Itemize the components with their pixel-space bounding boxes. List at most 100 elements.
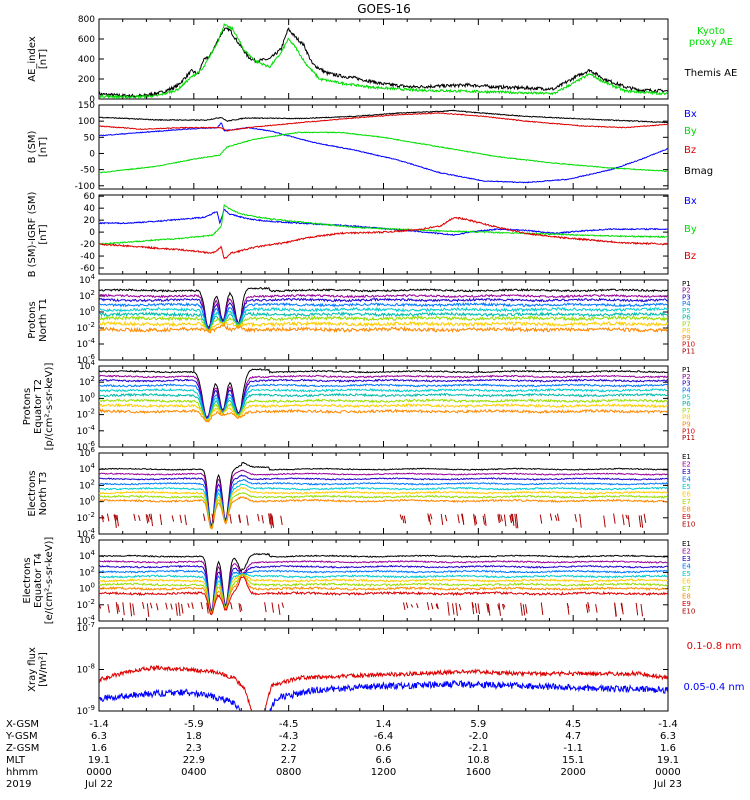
- legend-bz: Bz: [684, 145, 696, 156]
- channel-p3: [99, 297, 668, 331]
- series-bx: [99, 122, 668, 184]
- legend-e8: E8: [682, 506, 691, 514]
- spike: [106, 513, 110, 522]
- legend-p7: P7: [682, 320, 691, 328]
- spike: [510, 513, 514, 522]
- spike: [178, 602, 181, 617]
- xaxis-value: 1.4: [376, 719, 392, 730]
- xaxis-value: 2000: [560, 767, 585, 778]
- panel-frame: [98, 194, 669, 275]
- spike: [525, 604, 528, 614]
- xaxis-value: -2.1: [469, 743, 489, 754]
- y-tick-label: 40: [84, 204, 96, 214]
- spike: [539, 514, 543, 524]
- spike: [269, 513, 272, 529]
- spike: [640, 515, 644, 528]
- spike: [261, 514, 264, 524]
- spike: [238, 602, 241, 613]
- spike: [122, 602, 125, 616]
- y-tick-label: 104: [79, 273, 95, 286]
- y-axis-label: ElectronsEquator T4[e/(cm²-s-sr-keV)]: [22, 537, 55, 625]
- legend-p7: P7: [682, 407, 691, 415]
- legend-0-1-0-8-nm: 0.1-0.8 nm: [687, 641, 742, 652]
- spike: [238, 514, 242, 523]
- spike: [429, 513, 433, 520]
- spike: [625, 514, 628, 519]
- spike: [549, 513, 553, 521]
- spike: [426, 602, 430, 611]
- legend-e6: E6: [682, 491, 691, 499]
- channel-p6: [99, 392, 668, 422]
- spike: [129, 602, 133, 617]
- y-tick-label: 600: [78, 35, 95, 45]
- channel-e8: [99, 574, 668, 616]
- data-lines: [99, 552, 668, 617]
- spike: [280, 515, 283, 526]
- legend-p11: P11: [682, 347, 695, 355]
- legend-p8: P8: [682, 327, 691, 335]
- y-tick-label: 0: [89, 95, 95, 105]
- channel-e7: [99, 573, 668, 615]
- spike: [239, 604, 243, 611]
- spike: [155, 603, 159, 611]
- spike: [622, 514, 625, 526]
- spike: [603, 515, 606, 528]
- channel-p8: [99, 320, 668, 333]
- series-bmag: [99, 109, 668, 124]
- legend-p6: P6: [682, 400, 691, 408]
- channel-e2: [99, 559, 668, 612]
- spike: [115, 601, 119, 614]
- spike: [500, 514, 503, 522]
- xaxis-row-label: Z-GSM: [6, 743, 39, 754]
- y-tick-label: -20: [80, 240, 95, 250]
- spike: [640, 604, 644, 617]
- xaxis-value: 6.3: [91, 731, 107, 742]
- data-lines: [99, 368, 668, 423]
- channel-e1: [99, 461, 668, 526]
- spike: [175, 603, 178, 616]
- channel-e3: [99, 474, 668, 529]
- spike: [149, 602, 153, 609]
- xaxis-value: -2.0: [469, 731, 489, 742]
- spike: [444, 514, 448, 522]
- y-tick-label: -100: [75, 182, 96, 192]
- data-lines: [99, 204, 668, 260]
- spike: [428, 515, 432, 525]
- xaxis-value: 2.2: [281, 743, 297, 754]
- legend-p10: P10: [682, 427, 695, 435]
- channel-p2: [99, 374, 668, 419]
- xaxis-value: 0.6: [376, 743, 392, 754]
- spike: [482, 515, 486, 525]
- channel-p9: [99, 408, 668, 423]
- spike: [410, 604, 414, 608]
- spike: [277, 604, 281, 615]
- legend-bx: Bx: [684, 196, 697, 207]
- panel-frame: [98, 18, 669, 100]
- spike: [621, 602, 624, 615]
- legend-by: By: [684, 224, 697, 235]
- data-lines: [99, 109, 668, 184]
- legend-p8: P8: [682, 414, 691, 422]
- spike: [643, 513, 647, 523]
- y-axis-label: AE_index[nT]: [27, 36, 49, 82]
- series-kyoto-proxy-ae: [99, 23, 668, 99]
- legend-e4: E4: [682, 476, 691, 484]
- xaxis-value: 1600: [466, 767, 491, 778]
- series-bz: [99, 112, 668, 132]
- y-tick-label: 102: [79, 565, 95, 578]
- spike: [191, 602, 194, 609]
- legend-e4: E4: [682, 563, 691, 571]
- channel-e6: [99, 487, 668, 529]
- legend-bx: Bx: [684, 109, 697, 120]
- xaxis-value: -4.5: [279, 719, 299, 730]
- y-tick-label: 800: [78, 15, 95, 25]
- xaxis-value: 4.5: [565, 719, 581, 730]
- series-themis-ae: [99, 27, 668, 99]
- channel-e5: [99, 572, 668, 615]
- y-tick-label: 10-2: [77, 598, 95, 611]
- spike: [405, 602, 409, 609]
- channel-p1: [99, 286, 668, 330]
- xaxis-value: 19.1: [657, 755, 679, 766]
- data-lines: [99, 461, 668, 530]
- legend-e1: E1: [682, 540, 691, 548]
